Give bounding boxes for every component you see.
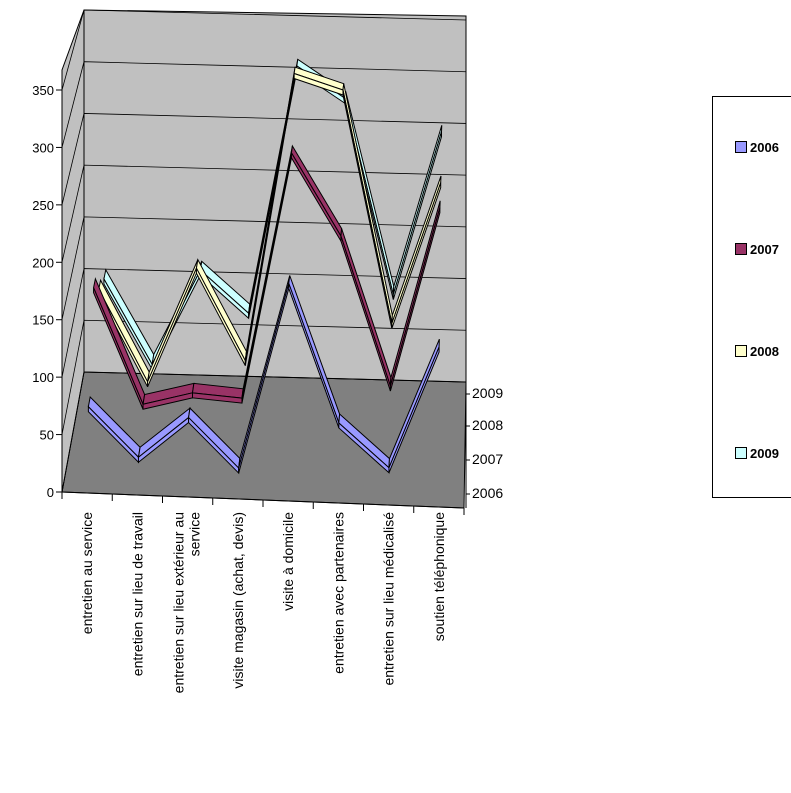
depth-tick-label: 2006 [472,485,503,501]
series-2007-edge [389,207,441,392]
y-tick-label: 300 [32,140,54,155]
legend-swatch-2008 [735,345,747,357]
depth-tick-label: 2007 [472,451,503,467]
x-tick-label-line: visite magasin (achat, devis) [230,512,246,689]
x-tick-label-line: entretien avec partenaires [330,512,346,674]
x-tick-label-line: entretien sur lieu médicalisé [381,512,397,686]
series-2006-edge [388,346,440,473]
gridline [61,319,467,435]
depth-tick-label: 2009 [472,385,503,401]
depth-tick-label: 2008 [472,417,503,433]
legend-swatch-2009 [735,447,747,459]
legend-item-2006: 2006 [735,139,779,155]
x-tick-label: entretien sur lieu médicalisé [381,512,397,686]
legend-label-2006: 2006 [750,139,779,155]
gridline [61,371,467,493]
y-tick-label: 250 [32,198,54,213]
legend-swatch-2006 [735,141,747,153]
x-tick-label: entretien au service [79,512,95,634]
legend-swatch-2007 [735,243,747,255]
x-tick-label: entretien avec partenaires [330,512,346,674]
gridline [61,268,467,378]
legend: 2006 2007 2008 2009 [712,96,791,498]
gridline [61,113,467,205]
x-tick-label-line: service [187,512,203,557]
legend-item-2008: 2008 [735,343,779,359]
legend-label-2007: 2007 [750,241,779,257]
gridline [61,61,467,148]
legend-item-2009: 2009 [735,445,779,461]
y-tick-label: 0 [47,485,54,500]
gridline [61,164,467,263]
gridline [61,9,467,91]
y-tick-label: 50 [40,428,54,443]
y-tick-label: 350 [32,83,54,98]
x-tick-label: entretien sur lieu extérieur auservice [171,512,203,694]
x-tick-label: soutien téléphonique [431,512,447,641]
legend-label-2009: 2009 [750,445,779,461]
x-tick-label-line: entretien sur lieu extérieur au [171,512,187,693]
y-tick-label: 150 [32,313,54,328]
legend-label-2008: 2008 [750,343,779,359]
x-tick-label-line: entretien sur lieu de travail [129,512,145,676]
y-tick-label: 200 [32,255,54,270]
x-tick-label: visite magasin (achat, devis) [230,512,246,689]
x-tick-label-line: soutien téléphonique [431,512,447,641]
y-tick-label: 100 [32,370,54,385]
x-tick-label: entretien sur lieu de travail [129,512,145,676]
series-2008-edge [391,182,442,329]
x-tick-label-line: entretien au service [79,512,95,634]
series-2009-edge [392,131,443,300]
legend-item-2007: 2007 [735,241,779,257]
x-tick-label-line: visite à domicile [280,512,296,611]
x-tick-label: visite à domicile [280,512,296,611]
